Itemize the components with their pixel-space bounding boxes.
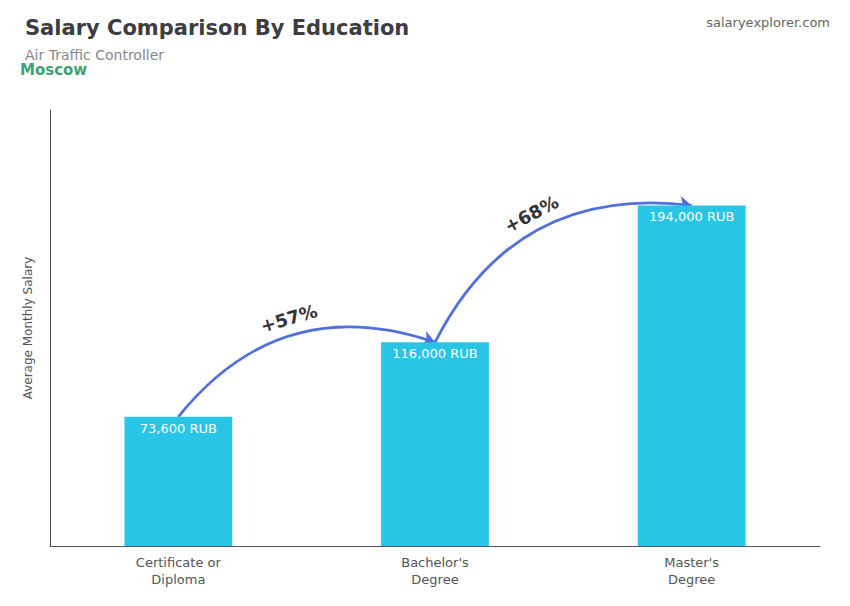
svg-text:salaryexplorer.com: salaryexplorer.com xyxy=(706,15,830,30)
svg-text:Diploma: Diploma xyxy=(151,572,205,587)
svg-text:Master's: Master's xyxy=(664,555,719,570)
svg-text:73,600 RUB: 73,600 RUB xyxy=(140,421,217,436)
svg-text:Degree: Degree xyxy=(411,572,458,587)
svg-text:+57%: +57% xyxy=(258,300,320,336)
svg-text:+68%: +68% xyxy=(501,191,562,237)
svg-text:Bachelor's: Bachelor's xyxy=(401,555,469,570)
svg-text:Air Traffic Controller: Air Traffic Controller xyxy=(25,47,164,63)
svg-text:194,000 RUB: 194,000 RUB xyxy=(649,209,734,224)
svg-text:Certificate or: Certificate or xyxy=(136,555,222,570)
svg-text:116,000 RUB: 116,000 RUB xyxy=(392,346,477,361)
svg-text:Average Monthly Salary: Average Monthly Salary xyxy=(21,257,35,400)
svg-text:Moscow: Moscow xyxy=(20,61,87,79)
svg-text:Salary Comparison By Education: Salary Comparison By Education xyxy=(25,16,409,40)
svg-text:Degree: Degree xyxy=(668,572,715,587)
